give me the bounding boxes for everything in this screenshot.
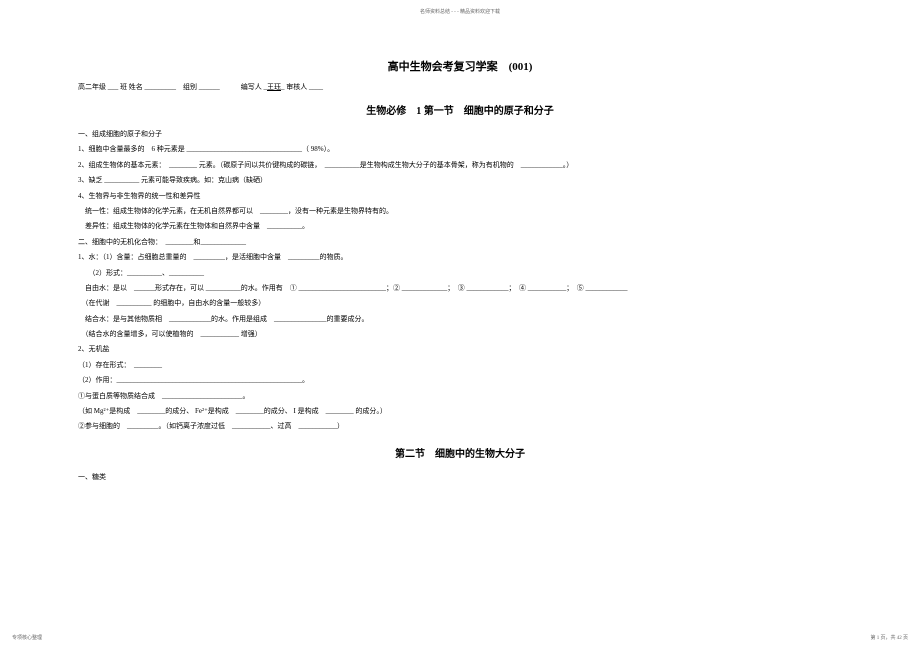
content-line: （2）作用：__________________________________… (78, 373, 842, 388)
section1-title: 一、组成细胞的原子和分子 (78, 127, 842, 142)
content-line: （结合水的含量增多，可以使植物的 ___________ 增强） (78, 327, 842, 342)
section2-title: 二、细胞中的无机化合物： ________和_____________ (78, 235, 842, 250)
footer-left: 专项核心整理 (12, 634, 42, 641)
section3-title: 第二节 细胞中的生物大分子 (78, 445, 842, 460)
main-title: 高中生物会考复习学案 (001) (78, 58, 842, 74)
content-line: 2、无机盐 (78, 342, 842, 357)
content-line: 1、水：（1）含量：占细胞总重量的 _________，是活细胞中含量 ____… (78, 250, 842, 265)
content-line: （在代谢 __________ 的细胞中，自由水的含量一般较多） (78, 296, 842, 311)
content-line: 自由水：是以 ______形式存在，可以 __________的水。作用有 ① … (78, 281, 842, 296)
content-line: 2、组成生物体的基本元素： ________ 元素。（碳原子间以共价键构成的碳链… (78, 158, 842, 173)
content-line: 4、生物界与非生物界的统一性和差异性 (78, 189, 842, 204)
section3-sub: 一、糖类 (78, 470, 842, 485)
subtitle: 生物必修 1 第一节 细胞中的原子和分子 (78, 102, 842, 117)
header-tiny-text: 名师资料总结 - - - 精品资料欢迎下载 (420, 8, 500, 15)
content-line: 3、缺乏 __________ 元素可能导致疾病。如：克山病（缺硒） (78, 173, 842, 188)
document-content: 高中生物会考复习学案 (001) 高二年级 ___ 班 姓名 _________… (78, 58, 842, 485)
content-line: 结合水：是与其他物质相 ____________的水。作用是组成 _______… (78, 312, 842, 327)
content-line: （2）形式：__________、__________ (78, 266, 842, 281)
info-line: 高二年级 ___ 班 姓名 _________ 组别 ______ 编写人 _王… (78, 82, 842, 92)
content-line: （1）存在形式： ________ (78, 358, 842, 373)
content-line: （如 Mg²⁺是构成 ________的成分、 Fe²⁺是构成 ________… (78, 404, 842, 419)
content-line: ②参与细胞的 _________。（如钙离子浓度过低 ___________、过… (78, 419, 842, 434)
content-line: 1、细胞中含量最多的 6 种元素是 ______________________… (78, 142, 842, 157)
content-line: ①与蛋白质等物质结合成 _______________________。 (78, 389, 842, 404)
content-line: 差异性：组成生物体的化学元素在生物体和自然界中含量 __________。 (78, 219, 842, 234)
content-line: 统一性：组成生物体的化学元素，在无机自然界都可以 ________，没有一种元素… (78, 204, 842, 219)
author-name: 王珏 (267, 83, 281, 91)
footer-right: 第 1 页，共 42 页 (870, 634, 908, 641)
